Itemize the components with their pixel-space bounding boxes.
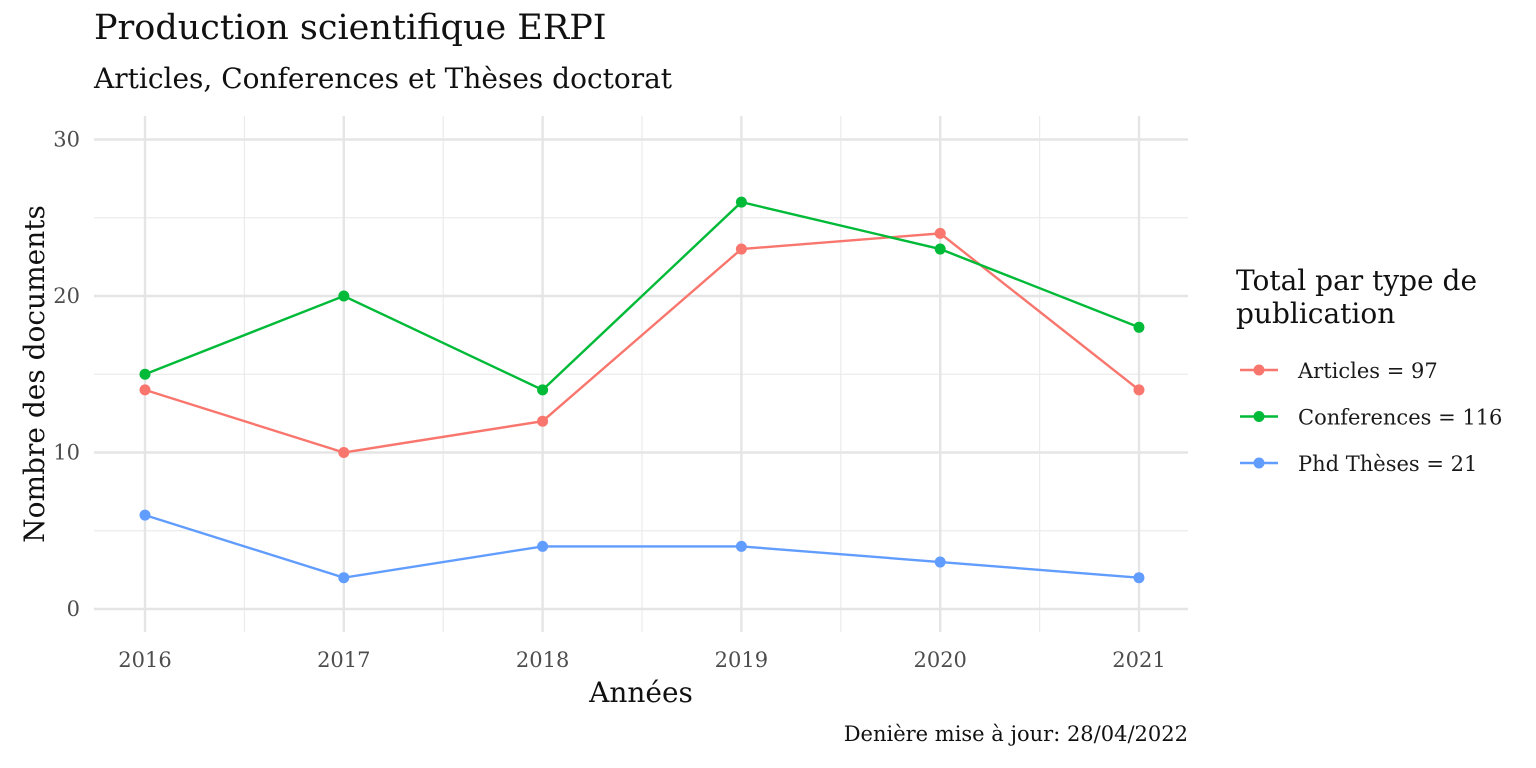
chart-caption: Denière mise à jour: 28/04/2022 (843, 722, 1188, 746)
data-point (1133, 384, 1145, 396)
legend-title: Total par type de publication (1236, 264, 1478, 330)
x-tick-label: 2018 (516, 648, 569, 672)
data-point (1133, 321, 1145, 333)
series-line (144, 232, 1140, 454)
y-tick-label: 0 (67, 597, 80, 621)
y-tick-label: 10 (53, 441, 80, 465)
data-point (934, 556, 946, 568)
data-point (735, 196, 747, 208)
legend-key-point (1253, 457, 1265, 469)
x-tick-label: 2016 (118, 648, 171, 672)
x-tick-label: 2019 (715, 648, 768, 672)
data-point (934, 243, 946, 255)
legend-key-point (1253, 411, 1265, 422)
legend-key-point (1253, 364, 1265, 376)
data-point (537, 384, 549, 396)
x-axis-title: Années (588, 676, 693, 709)
chart-subtitle: Articles, Conferences et Thèses doctorat (94, 62, 673, 95)
x-tick-label: 2020 (913, 648, 966, 672)
data-point (139, 368, 151, 380)
data-point (934, 227, 946, 239)
data-point (735, 540, 747, 552)
series-line (144, 200, 1140, 392)
y-tick-label: 20 (53, 284, 80, 308)
legend-label: Articles = 97 (1297, 359, 1438, 383)
x-tick-label: 2017 (317, 648, 370, 672)
y-tick-label: 30 (53, 128, 80, 152)
data-point (338, 447, 350, 458)
data-point (537, 540, 549, 552)
data-point (338, 572, 350, 584)
y-axis-title: Nombre des documents (18, 205, 51, 543)
data-point (537, 415, 549, 427)
data-point (139, 384, 151, 396)
legend-label: Phd Thèses = 21 (1298, 452, 1477, 476)
data-point (338, 290, 350, 302)
series-line (144, 513, 1140, 579)
data-point (139, 509, 151, 521)
x-tick-label: 2021 (1112, 648, 1165, 672)
chart-title: Production scientifique ERPI (94, 8, 607, 48)
data-point (1133, 572, 1145, 584)
legend-label: Conferences = 116 (1298, 406, 1502, 430)
data-point (735, 243, 747, 255)
